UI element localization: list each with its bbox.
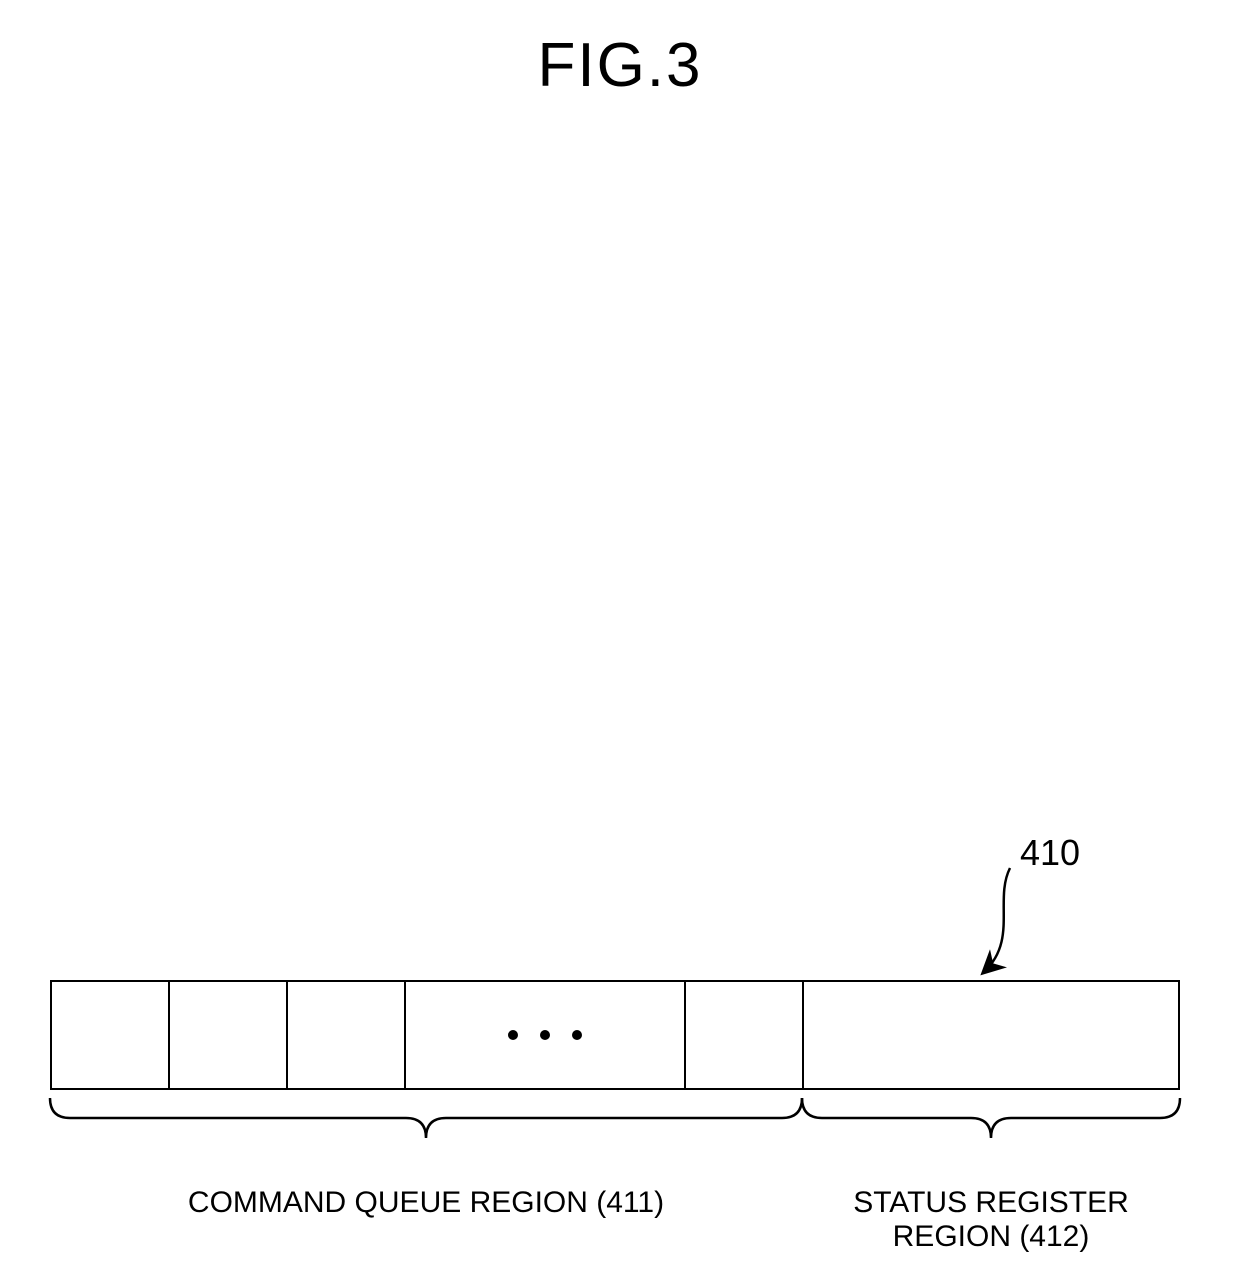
ellipsis-cell [404,980,684,1090]
register-cell [684,980,802,1090]
command-queue-label: COMMAND QUEUE REGION (411) [50,1186,802,1220]
register-cell [286,980,404,1090]
register-cell [50,980,168,1090]
ellipsis-dot [540,1030,550,1040]
register-cell [802,980,1180,1090]
figure-title: FIG.3 [537,30,702,101]
ellipsis-dot [572,1030,582,1040]
status-register-label: STATUS REGISTER REGION (412) [802,1186,1180,1254]
register-cell [168,980,286,1090]
reference-label-410: 410 [1020,832,1080,874]
register-box [50,980,1180,1090]
ellipsis-dot [508,1030,518,1040]
